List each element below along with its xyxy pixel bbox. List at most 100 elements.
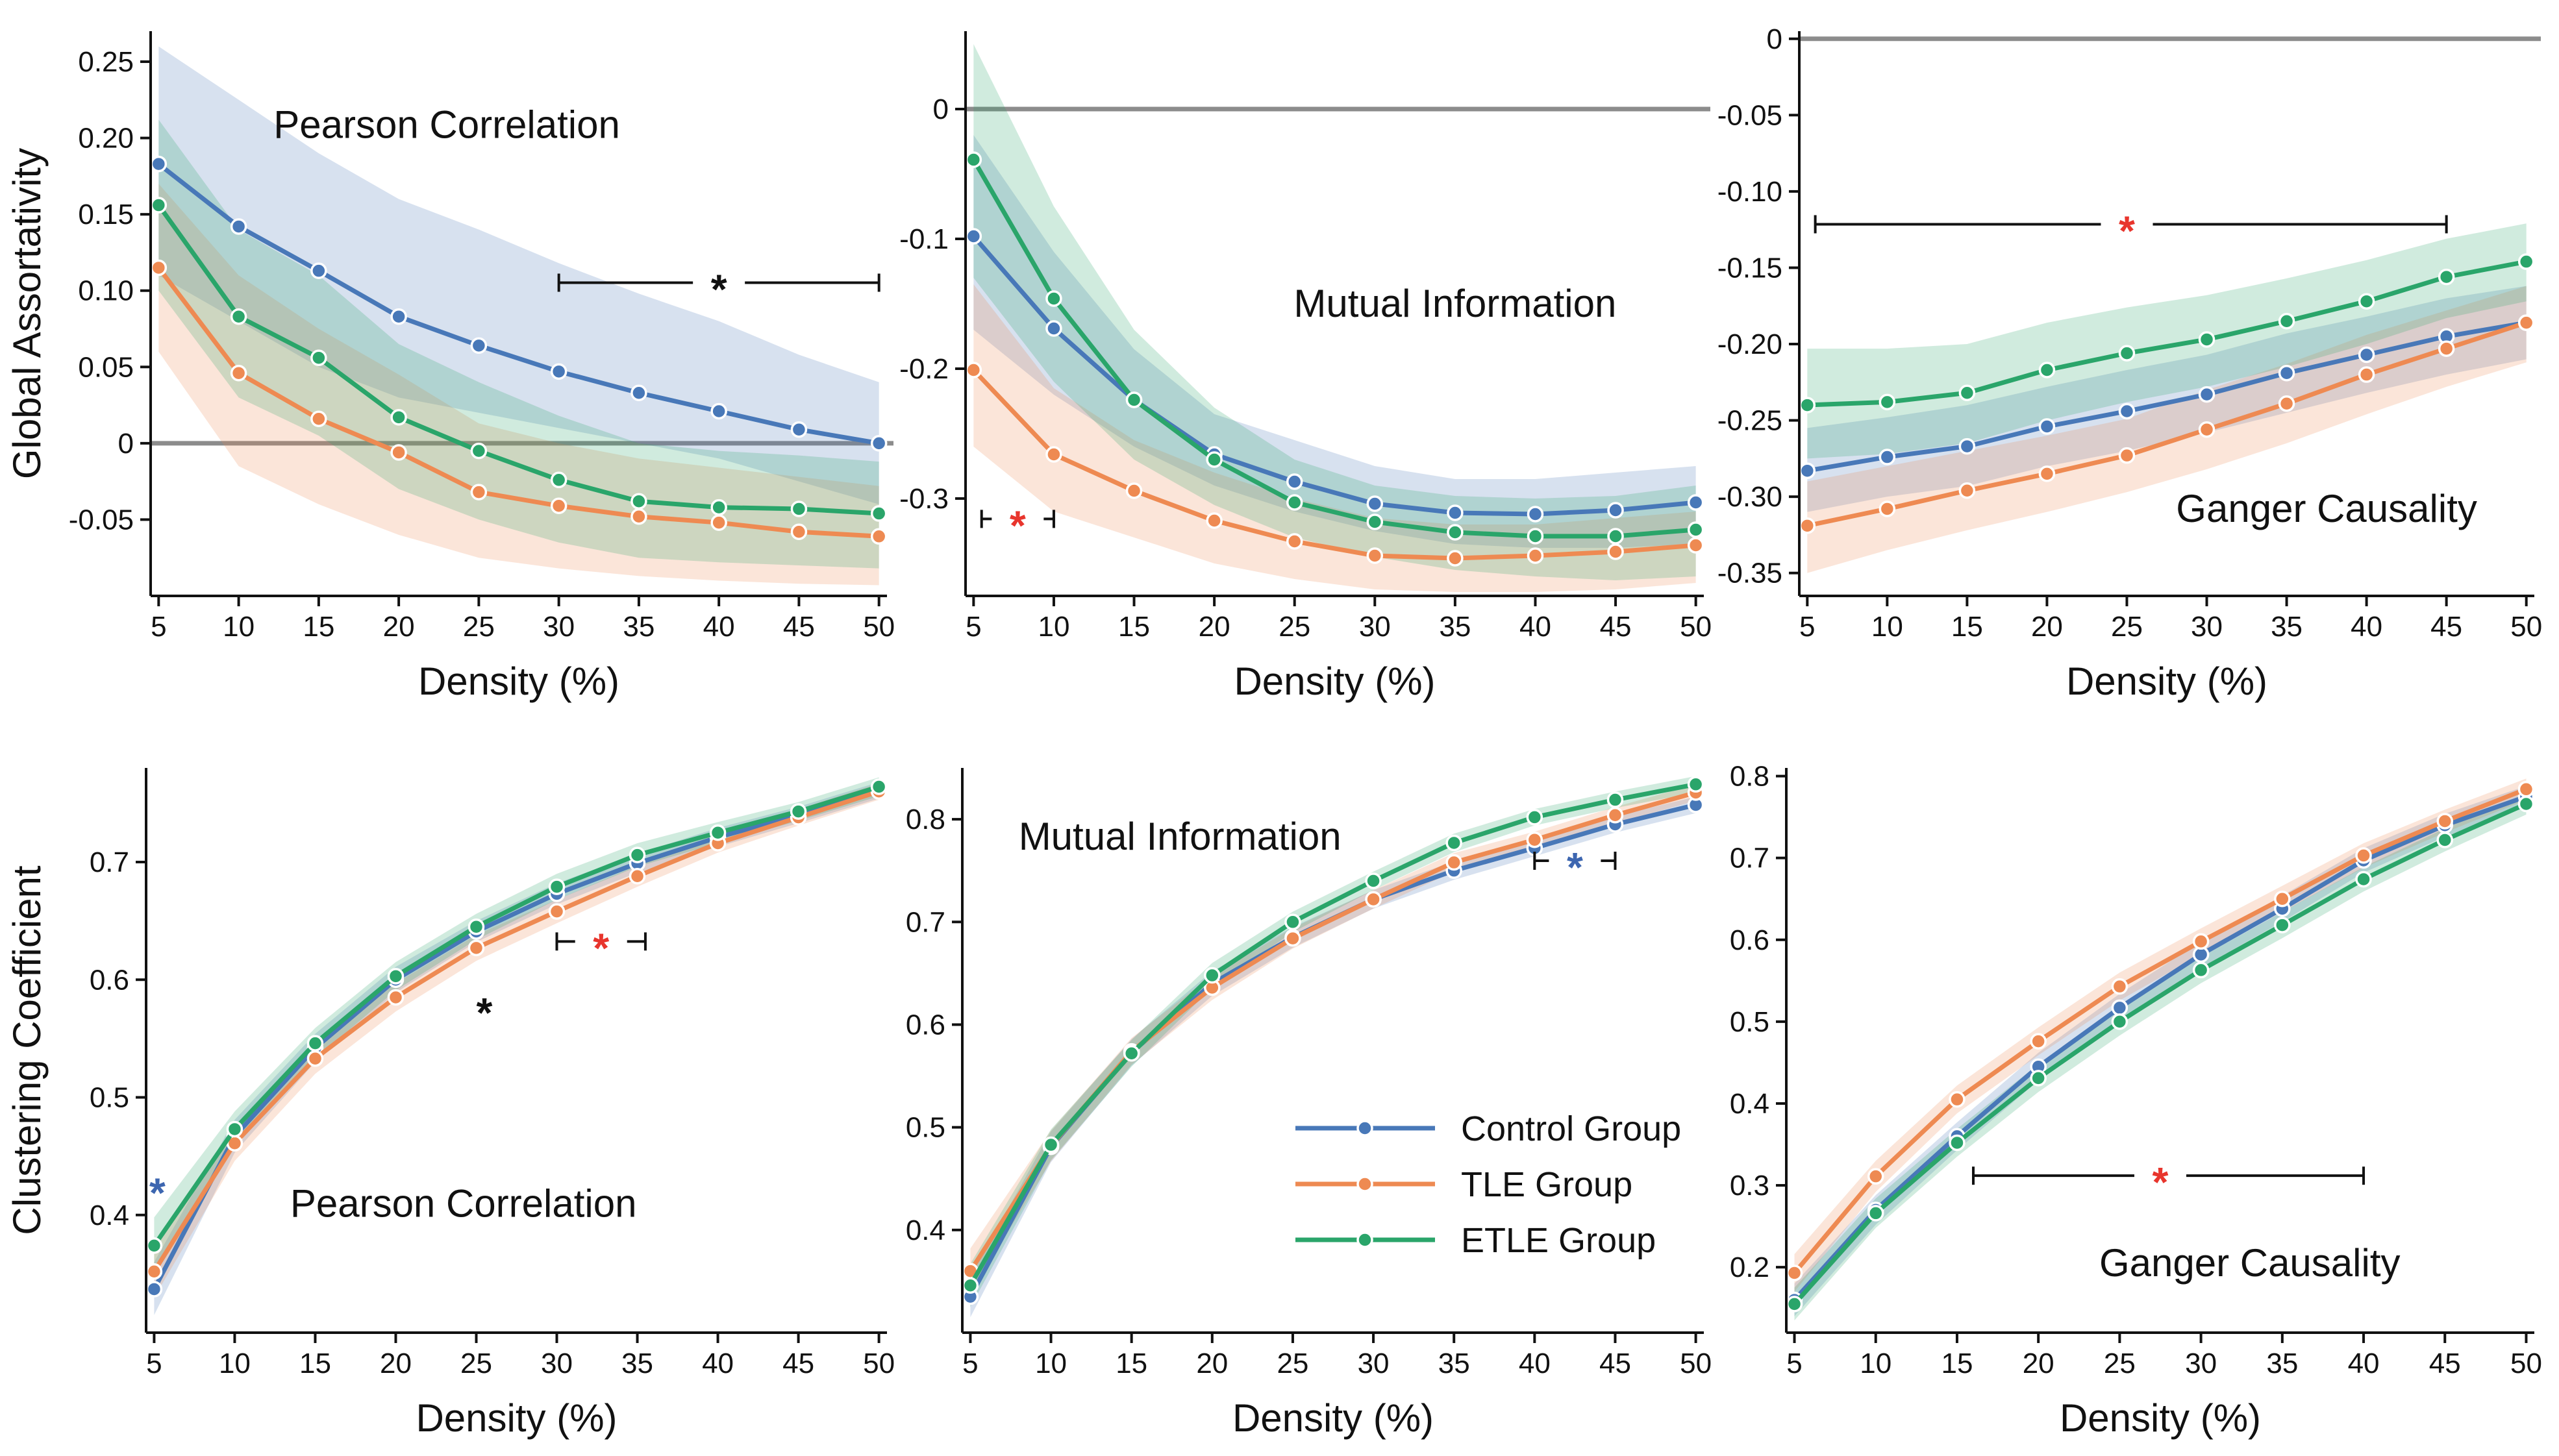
x-tick-label: 30 <box>541 1348 573 1379</box>
y-tick-label: 0.4 <box>906 1215 945 1246</box>
tle-point <box>2436 813 2454 830</box>
control-band <box>158 46 879 504</box>
significance-star: * <box>1010 502 1026 549</box>
tle-point <box>1607 543 1624 560</box>
tle-point <box>630 508 647 525</box>
etle-point <box>1447 524 1464 541</box>
y-tick-label: 0.8 <box>1730 761 1769 793</box>
panel-title: Pearson Correlation <box>273 103 620 147</box>
control-point <box>870 435 888 452</box>
significance-bracket: * <box>1814 207 2448 254</box>
panel-2: 5 10 15 20 25 30 35 40 45 50 -0.3 -0.2 -0.1 0 Density … <box>899 31 1712 703</box>
x-tick-label: 20 <box>1199 611 1230 643</box>
tle-point <box>550 497 568 515</box>
etle-point <box>387 968 405 985</box>
tle-point <box>387 989 405 1006</box>
control-point <box>1687 494 1704 511</box>
control-line <box>971 234 1696 517</box>
etle-band <box>973 44 1696 580</box>
tle-point <box>2192 933 2210 950</box>
y-axis-title: Clustering Coefficient <box>5 865 49 1235</box>
tle-point <box>548 903 566 920</box>
tle-point <box>2438 340 2455 357</box>
tle-point <box>629 868 646 885</box>
tle-point <box>1527 547 1544 564</box>
x-tick-label: 30 <box>543 611 575 643</box>
etle-point <box>790 803 807 820</box>
x-tick-label: 45 <box>1600 611 1632 643</box>
significance-star: * <box>2119 207 2135 254</box>
y-axis-title: Global Assortativity <box>5 148 49 479</box>
tle-point <box>965 362 982 378</box>
control-point <box>1958 438 1976 455</box>
panel-5: 5 10 15 20 25 30 35 40 45 50 0.4 0.5 0.6 0.7 0.8 Densit… <box>906 768 1712 1440</box>
etle-line <box>1807 259 2527 408</box>
etle-point <box>2438 268 2455 286</box>
panel-title: Pearson Correlation <box>290 1181 637 1225</box>
x-tick-label: 45 <box>1599 1348 1631 1379</box>
etle-point <box>2038 362 2056 378</box>
etle-band <box>158 119 879 569</box>
tle-point <box>2517 314 2535 331</box>
legend-item-etle: ETLE Group <box>1295 1221 1656 1260</box>
x-tick-label: 5 <box>151 611 166 643</box>
tle-point <box>790 523 808 540</box>
control-point <box>1286 473 1303 490</box>
etle-point <box>870 505 888 522</box>
x-tick-label: 50 <box>863 611 895 643</box>
etle-point <box>1286 494 1303 511</box>
tle-point <box>2198 421 2216 438</box>
etle-point <box>1045 290 1062 307</box>
etle-point <box>790 500 808 517</box>
significance-bracket: * <box>980 502 1055 549</box>
etle-point <box>2192 961 2210 979</box>
tle-point <box>2274 890 2291 907</box>
y-tick-label: 0 <box>118 428 134 460</box>
x-tick-label: 30 <box>1359 611 1391 643</box>
tle-point <box>2038 465 2056 482</box>
tle-point <box>2278 395 2295 412</box>
y-tick-label: -0.10 <box>1717 176 1782 208</box>
x-tick-label: 40 <box>702 1348 734 1379</box>
y-tick-label: 0.05 <box>78 351 134 383</box>
control-line <box>157 162 880 446</box>
control-point <box>2198 386 2216 403</box>
etle-point <box>629 846 646 863</box>
y-tick-label: -0.25 <box>1717 405 1782 437</box>
x-tick-label: 15 <box>1118 611 1150 643</box>
y-tick-label: 0.5 <box>906 1112 945 1144</box>
significance-star: * <box>476 989 492 1036</box>
significance-star: * <box>1567 844 1583 891</box>
control-point <box>1607 502 1624 519</box>
x-tick-label: 15 <box>303 611 334 643</box>
etle-point <box>2030 1070 2047 1087</box>
etle-point <box>2118 345 2136 362</box>
x-tick-label: 5 <box>966 611 981 643</box>
x-tick-label: 40 <box>1519 1348 1551 1379</box>
etle-point <box>2436 832 2454 848</box>
x-tick-label: 50 <box>1680 1348 1712 1379</box>
etle-point <box>230 308 247 325</box>
y-tick-label: -0.30 <box>1717 481 1782 513</box>
y-tick-label: 0.2 <box>1730 1252 1769 1283</box>
tle-line <box>152 789 880 1273</box>
tle-point <box>306 1050 324 1067</box>
tle-point <box>145 1263 163 1280</box>
x-tick-label: 30 <box>2185 1348 2217 1379</box>
etle-point <box>1206 451 1223 468</box>
etle-point <box>1527 528 1544 545</box>
y-tick-label: -0.05 <box>69 504 134 536</box>
tle-point <box>1447 550 1464 567</box>
control-band <box>973 135 1696 548</box>
x-tick-label: 10 <box>219 1348 251 1379</box>
etle-line <box>1792 802 2527 1306</box>
x-axis-title: Density (%) <box>2066 660 2267 703</box>
etle-point <box>965 151 982 168</box>
x-tick-label: 50 <box>2510 611 2542 643</box>
panel-3: 5 10 15 20 25 30 35 40 45 50 -0.35 -0.30 -0.25 -0.20 -… <box>1717 23 2542 703</box>
tle-point <box>1799 517 1816 534</box>
etle-point <box>2517 795 2535 813</box>
etle-line <box>971 158 1696 539</box>
control-point <box>2118 402 2136 420</box>
